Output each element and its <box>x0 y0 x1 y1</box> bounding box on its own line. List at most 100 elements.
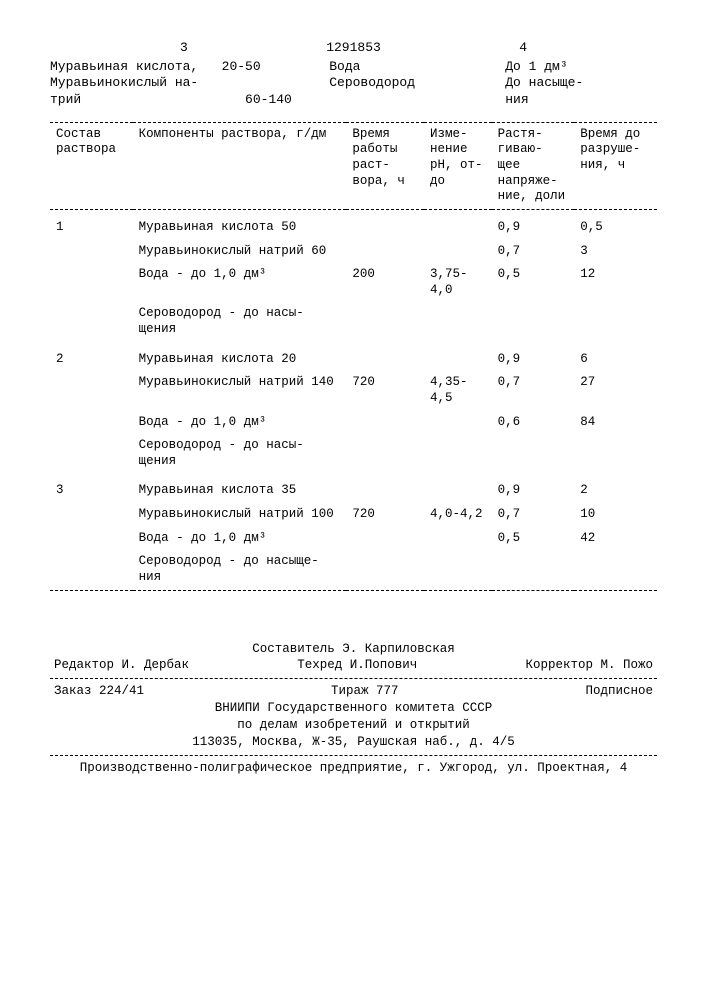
cell: 0,5 <box>492 263 575 302</box>
order-no: Заказ 224/41 <box>54 683 144 700</box>
th-composition: Состав раствора <box>50 122 133 209</box>
cell <box>492 550 575 590</box>
th-time: Время работы раст- вора, ч <box>346 122 424 209</box>
cell: Муравьинокислый натрий 100 <box>133 503 347 527</box>
signed: Подписное <box>585 683 653 700</box>
table-row: Вода - до 1,0 дм³ 0,684 <box>50 411 657 435</box>
cell: Муравьиная кислота 35 <box>133 473 347 503</box>
cell <box>574 550 657 590</box>
table-row: Сероводород - до насы- щения <box>50 434 657 473</box>
cell: 0,9 <box>492 209 575 239</box>
cell <box>346 434 424 473</box>
table-row: Муравьинокислый натрий 1407204,35- 4,50,… <box>50 371 657 410</box>
cell <box>424 527 492 551</box>
pre-h2s-val1: До насыще- <box>505 75 657 91</box>
cell: Вода - до 1,0 дм³ <box>133 411 347 435</box>
cell <box>50 550 133 590</box>
cell: 1 <box>50 209 133 239</box>
cell: 0,6 <box>492 411 575 435</box>
print-shop: Производственно-полиграфическое предприя… <box>50 760 657 777</box>
cell: 0,5 <box>574 209 657 239</box>
cell: 0,5 <box>492 527 575 551</box>
footer: Составитель Э. Карпиловская Редактор И. … <box>50 641 657 777</box>
cell <box>424 473 492 503</box>
pre-h2s-val2: ния <box>505 92 657 108</box>
cell <box>424 302 492 341</box>
pre-formate-l1: Муравьинокислый на- <box>50 75 305 91</box>
th-components: Компоненты раствора, г/дм <box>133 122 347 209</box>
cell: 4,35- 4,5 <box>424 371 492 410</box>
table-row: Вода - до 1,0 дм³2003,75- 4,00,512 <box>50 263 657 302</box>
column-numbers: 3 1291853 4 <box>50 40 657 55</box>
pre-h2s: Сероводород <box>329 75 481 91</box>
cell: 12 <box>574 263 657 302</box>
cell: 27 <box>574 371 657 410</box>
patent-number: 1291853 <box>50 40 657 55</box>
cell <box>50 503 133 527</box>
cell <box>346 302 424 341</box>
cell <box>346 342 424 372</box>
pre-formate-val: 60-140 <box>245 92 292 107</box>
table-row: 3Муравьиная кислота 350,92 <box>50 473 657 503</box>
cell <box>346 473 424 503</box>
cell: Сероводород - до насыще- ния <box>133 550 347 590</box>
cell: Вода - до 1,0 дм³ <box>133 527 347 551</box>
cell <box>50 240 133 264</box>
cell <box>424 240 492 264</box>
pre-acid-label: Муравьиная кислота, <box>50 59 198 74</box>
cell: Муравьинокислый натрий 140 <box>133 371 347 410</box>
cell <box>492 434 575 473</box>
cell <box>424 550 492 590</box>
table-row: Вода - до 1,0 дм³ 0,542 <box>50 527 657 551</box>
cell: Муравьиная кислота 20 <box>133 342 347 372</box>
table-row: Сероводород - до насыще- ния <box>50 550 657 590</box>
cell <box>50 434 133 473</box>
cell <box>574 434 657 473</box>
pre-formate-l2: трий <box>50 92 81 107</box>
cell: Муравьиная кислота 50 <box>133 209 347 239</box>
pre-water-val: До 1 дм³ <box>505 59 657 75</box>
cell: Вода - до 1,0 дм³ <box>133 263 347 302</box>
cell: 84 <box>574 411 657 435</box>
cell: 3 <box>574 240 657 264</box>
cell <box>574 302 657 341</box>
cell: 0,9 <box>492 342 575 372</box>
table-row: Муравьинокислый натрий 60 0,73 <box>50 240 657 264</box>
pre-acid-val: 20-50 <box>222 59 261 74</box>
cell: 720 <box>346 503 424 527</box>
tech-editor: Техред И.Попович <box>297 657 417 674</box>
cell <box>424 342 492 372</box>
cell <box>492 302 575 341</box>
cell <box>424 209 492 239</box>
cell: 0,7 <box>492 240 575 264</box>
cell: 200 <box>346 263 424 302</box>
editor: Редактор И. Дербак <box>54 657 189 674</box>
cell: Сероводород - до насы- щения <box>133 434 347 473</box>
table-row: Муравьинокислый натрий 1007204,0-4,20,71… <box>50 503 657 527</box>
cell: 10 <box>574 503 657 527</box>
org-addr: 113035, Москва, Ж-35, Раушская наб., д. … <box>50 734 657 751</box>
table-row: 1Муравьиная кислота 50 0,90,5 <box>50 209 657 239</box>
th-destruction: Время до разруше- ния, ч <box>574 122 657 209</box>
data-table: Состав раствора Компоненты раствора, г/д… <box>50 122 657 591</box>
corrector: Корректор М. Пожо <box>525 657 653 674</box>
cell: 42 <box>574 527 657 551</box>
cell <box>424 434 492 473</box>
tirage: Тираж 777 <box>331 683 399 700</box>
cell: Сероводород - до насы- щения <box>133 302 347 341</box>
cell <box>346 550 424 590</box>
cell <box>50 302 133 341</box>
cell: 2 <box>574 473 657 503</box>
pre-header: Муравьиная кислота, 20-50 Муравьинокислы… <box>50 59 657 108</box>
cell <box>50 527 133 551</box>
cell: 4,0-4,2 <box>424 503 492 527</box>
cell: 0,9 <box>492 473 575 503</box>
cell: 6 <box>574 342 657 372</box>
cell: Муравьинокислый натрий 60 <box>133 240 347 264</box>
cell: 0,7 <box>492 503 575 527</box>
cell <box>50 371 133 410</box>
table-row: Сероводород - до насы- щения <box>50 302 657 341</box>
compositor: Составитель Э. Карпиловская <box>50 641 657 658</box>
cell <box>50 263 133 302</box>
cell: 3,75- 4,0 <box>424 263 492 302</box>
